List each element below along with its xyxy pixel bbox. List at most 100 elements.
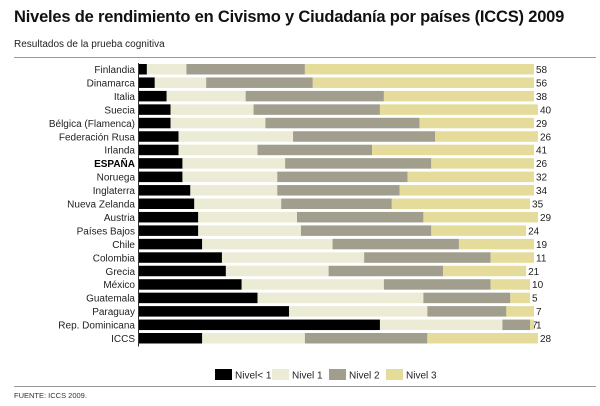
bar-segment-nivel-2 — [277, 185, 400, 196]
bar-segment-nivel-1 — [198, 211, 297, 223]
bar-segment-nivel-1 — [202, 333, 305, 344]
bar-segment-nivel-1 — [178, 131, 294, 142]
legend-swatch — [386, 369, 403, 380]
bar-segment-nivel-2 — [206, 77, 313, 88]
bar-segment-nivel-2 — [328, 265, 444, 277]
bar-segment-nivel-1 — [139, 292, 258, 304]
data-label: 26 — [536, 159, 548, 170]
bar-segment-nivel-1 — [139, 131, 179, 142]
bar-segment-nivel-2 — [300, 225, 432, 236]
data-label: 7 — [536, 307, 542, 318]
data-label: 32 — [536, 173, 548, 184]
bar-segment-nivel-1 — [139, 185, 191, 196]
data-label: 38 — [536, 92, 548, 103]
bar-segment-nivel-1 — [198, 225, 301, 236]
category-label: Rep. Dominicana — [58, 321, 135, 332]
category-label: ICCS — [111, 334, 135, 345]
category-label: México — [103, 280, 135, 291]
bar-segment-nivel-1 — [202, 238, 333, 250]
bar-segment-nivel-1 — [257, 292, 424, 304]
bar-segment-nivel-2 — [427, 306, 507, 317]
bar-segment-nivel-1 — [139, 198, 195, 209]
bar-segment-nivel-2 — [332, 238, 459, 250]
bar-segment-nivel-1 — [139, 90, 167, 102]
bar-segment-nivel-2 — [423, 292, 511, 304]
category-label: Guatemala — [86, 294, 135, 305]
category-label: Federación Rusa — [59, 132, 136, 143]
bar-segment-nivel-1 — [146, 64, 187, 75]
bar-segment-nivel-2 — [383, 279, 491, 290]
category-label: Dinamarca — [87, 78, 136, 89]
bottom-divider — [14, 386, 596, 387]
bar-segment-nivel-3 — [510, 292, 531, 304]
bar-segment-nivel-3 — [431, 225, 527, 236]
data-label: 11 — [536, 253, 547, 264]
data-label: 24 — [528, 226, 540, 237]
bar-segment-nivel-1 — [139, 211, 199, 223]
data-label: 28 — [540, 334, 552, 345]
bar-segment-nivel-1 — [241, 279, 384, 290]
data-label: 40 — [540, 105, 552, 116]
bar-segment-nivel-1 — [225, 265, 329, 277]
bar-segment-nivel-1 — [139, 144, 179, 156]
bar-segment-nivel-2 — [277, 171, 408, 183]
bar-segment-nivel-2 — [245, 90, 384, 102]
data-label: 19 — [536, 240, 548, 251]
category-label: Grecia — [106, 267, 136, 278]
bar-segment-nivel-3 — [399, 185, 534, 196]
bar-segment-nivel-1 — [139, 252, 222, 263]
data-label: 35 — [532, 200, 544, 211]
bar-segment-nivel-3 — [304, 64, 534, 75]
bar-segment-nivel-3 — [419, 117, 534, 129]
data-label: 21 — [528, 267, 540, 278]
bar-segment-nivel-1 — [139, 117, 171, 129]
bar-segment-nivel-1 — [182, 171, 278, 183]
legend-label: Nivel 2 — [349, 371, 380, 382]
data-label: 29 — [536, 119, 548, 130]
bar-segment-nivel-1 — [166, 90, 246, 102]
bar-segment-nivel-1 — [139, 77, 155, 88]
bar-segment-nivel-2 — [293, 131, 436, 142]
bar-segment-nivel-3 — [443, 265, 527, 277]
bar-segment-nivel-1 — [139, 319, 380, 331]
category-label: Suecia — [104, 105, 135, 116]
bar-segment-nivel-1 — [190, 185, 278, 196]
data-label: 10 — [532, 280, 544, 291]
bar-segment-nivel-1 — [289, 306, 428, 317]
category-label: Finlandia — [94, 65, 135, 76]
bar-segment-nivel-2 — [364, 252, 491, 263]
category-label: Austria — [104, 213, 136, 224]
bar-segment-nivel-3 — [458, 238, 534, 250]
bar-segment-nivel-1 — [139, 104, 171, 115]
data-label: 56 — [536, 78, 548, 89]
data-label: 41 — [536, 146, 548, 157]
top-divider — [14, 57, 596, 58]
category-label: Chile — [112, 240, 135, 251]
category-label: ESPAÑA — [94, 157, 135, 170]
bar-segment-nivel-1 — [221, 252, 365, 263]
legend-swatch — [215, 369, 232, 380]
bar-segment-nivel-1 — [182, 158, 286, 169]
bar-segment-nivel-1 — [194, 198, 282, 209]
bar-segment-nivel-2 — [265, 117, 420, 129]
bar-segment-nivel-1 — [139, 279, 242, 290]
bar-segment-nivel-1 — [139, 238, 203, 250]
bar-segment-nivel-3 — [312, 77, 534, 88]
data-label: 26 — [540, 132, 552, 143]
data-label: 58 — [536, 65, 548, 76]
data-label: 34 — [536, 186, 548, 197]
category-label: Italia — [114, 92, 136, 103]
bar-segment-nivel-1 — [170, 117, 266, 129]
bar-segment-nivel-1 — [139, 333, 203, 344]
category-label: Nueva Zelanda — [67, 200, 135, 211]
bar-segment-nivel-2 — [297, 211, 424, 223]
bar-segment-nivel-3 — [435, 131, 538, 142]
legend-label: Nivel 3 — [406, 371, 437, 382]
category-label: Paraguay — [92, 307, 135, 318]
bar-segment-nivel-1 — [379, 319, 503, 331]
bar-segment-nivel-2 — [502, 319, 531, 331]
legend-label: Nivel 1 — [292, 371, 323, 382]
bar-segment-nivel-3 — [530, 319, 534, 331]
category-label: Países Bajos — [77, 226, 135, 237]
data-label: 29 — [540, 213, 552, 224]
